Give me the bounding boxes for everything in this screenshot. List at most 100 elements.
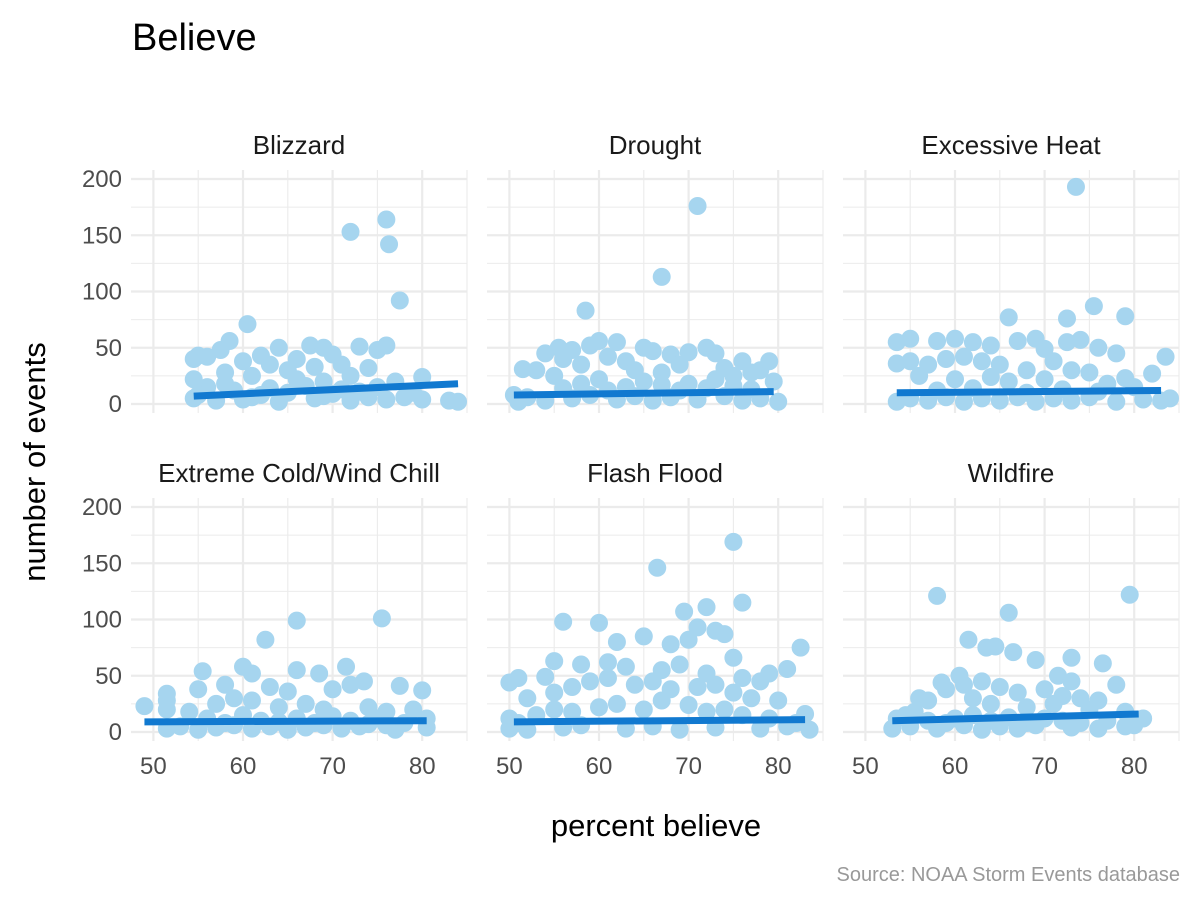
scatter-point xyxy=(954,347,973,366)
scatter-point xyxy=(1017,361,1036,380)
scatter-point xyxy=(242,691,261,710)
scatter-point xyxy=(395,388,414,407)
scatter-point xyxy=(652,363,671,382)
scatter-point xyxy=(643,342,662,361)
scatter-point xyxy=(972,352,991,371)
scatter-point xyxy=(323,680,342,699)
scatter-point xyxy=(946,370,964,389)
scatter-point xyxy=(887,354,906,373)
scatter-point xyxy=(572,355,591,374)
scatter-point xyxy=(590,698,608,717)
scatter-point xyxy=(1084,297,1103,316)
scatter-point xyxy=(778,660,797,678)
scatter-point xyxy=(301,336,320,355)
scatter-point xyxy=(769,691,788,710)
scatter-point xyxy=(390,676,409,695)
scatter-point xyxy=(1089,719,1108,738)
scatter-point xyxy=(607,633,626,651)
scatter-point xyxy=(545,683,564,702)
scatter-point xyxy=(634,627,653,646)
scatter-point xyxy=(1062,391,1081,410)
scatter-point xyxy=(634,372,653,391)
scatter-point xyxy=(341,675,360,694)
scatter-point xyxy=(1062,718,1081,737)
scatter-point xyxy=(981,368,1000,386)
scatter-point xyxy=(260,355,279,374)
scatter-point xyxy=(999,372,1018,391)
scatter-point xyxy=(607,333,626,352)
x-tick-label: 50 xyxy=(140,753,167,780)
scatter-point xyxy=(1089,338,1108,357)
scatter-point xyxy=(1066,177,1085,196)
scatter-point xyxy=(981,336,1000,355)
scatter-point xyxy=(189,720,208,739)
scatter-point xyxy=(1017,698,1036,717)
scatter-point xyxy=(1107,344,1126,363)
scatter-point xyxy=(724,648,743,667)
x-axis-title: percent believe xyxy=(551,808,761,843)
scatter-point xyxy=(563,702,582,721)
panels-group: Blizzard 0 50 100 150 200 Drought Excessive Hea… xyxy=(82,130,1180,780)
y-tick-label: 150 xyxy=(82,222,122,249)
scatter-point xyxy=(724,532,743,551)
trend-line xyxy=(193,380,459,400)
scatter-point xyxy=(207,694,226,713)
scatter-point xyxy=(706,675,725,694)
scatter-point xyxy=(413,368,432,386)
scatter-point xyxy=(413,681,432,700)
scatter-point xyxy=(652,691,671,710)
scatter-point xyxy=(742,689,761,708)
x-tick-label: 50 xyxy=(496,753,523,780)
scatter-point xyxy=(509,669,528,687)
scatter-point xyxy=(688,618,707,637)
scatter-point xyxy=(198,347,217,366)
scatter-point xyxy=(1058,309,1076,328)
y-tick-label: 150 xyxy=(82,550,122,577)
scatter-point xyxy=(697,598,716,617)
scatter-point xyxy=(634,700,653,719)
scatter-point xyxy=(986,637,1005,656)
scatter-point xyxy=(675,602,694,621)
scatter-point xyxy=(715,625,734,644)
scatter-point xyxy=(1071,330,1090,349)
scatter-point xyxy=(697,702,716,721)
scatter-point xyxy=(999,308,1018,327)
scatter-point xyxy=(193,662,212,681)
y-tick-label: 50 xyxy=(95,663,122,690)
scatter-point xyxy=(607,694,626,713)
scatter-point xyxy=(234,352,252,371)
scatter-point xyxy=(242,366,261,385)
scatter-point xyxy=(180,702,199,721)
scatter-point xyxy=(919,691,938,710)
scatter-point xyxy=(1044,694,1063,713)
scatter-point xyxy=(359,359,378,377)
scatter-point xyxy=(887,333,906,352)
scatter-point xyxy=(742,363,761,382)
panel-title: Excessive Heat xyxy=(921,130,1101,160)
scatter-point xyxy=(581,672,600,691)
chart-title: Believe xyxy=(132,17,257,59)
scatter-point xyxy=(706,344,725,363)
y-tick-label: 0 xyxy=(109,719,122,746)
scatter-point xyxy=(1035,680,1054,699)
y-tick-label: 50 xyxy=(95,335,122,362)
trend-line xyxy=(892,710,1139,725)
scatter-point xyxy=(590,613,608,632)
scatter-point xyxy=(380,235,399,254)
y-axis-title: number of events xyxy=(17,342,52,582)
scatter-point xyxy=(1026,392,1045,411)
scatter-point xyxy=(1161,389,1180,408)
scatter-point xyxy=(278,682,297,701)
scatter-point xyxy=(1080,363,1099,382)
scatter-point xyxy=(990,678,1009,696)
scatter-point xyxy=(1107,675,1126,694)
scatter-point xyxy=(1044,352,1063,371)
scatter-point xyxy=(670,720,689,739)
x-tick-label: 60 xyxy=(586,753,613,780)
scatter-point xyxy=(260,678,279,696)
panel-title: Flash Flood xyxy=(587,458,723,488)
scatter-point xyxy=(296,694,315,713)
y-tick-label: 100 xyxy=(82,607,122,634)
scatter-point xyxy=(928,719,947,738)
scatter-point xyxy=(643,672,662,691)
